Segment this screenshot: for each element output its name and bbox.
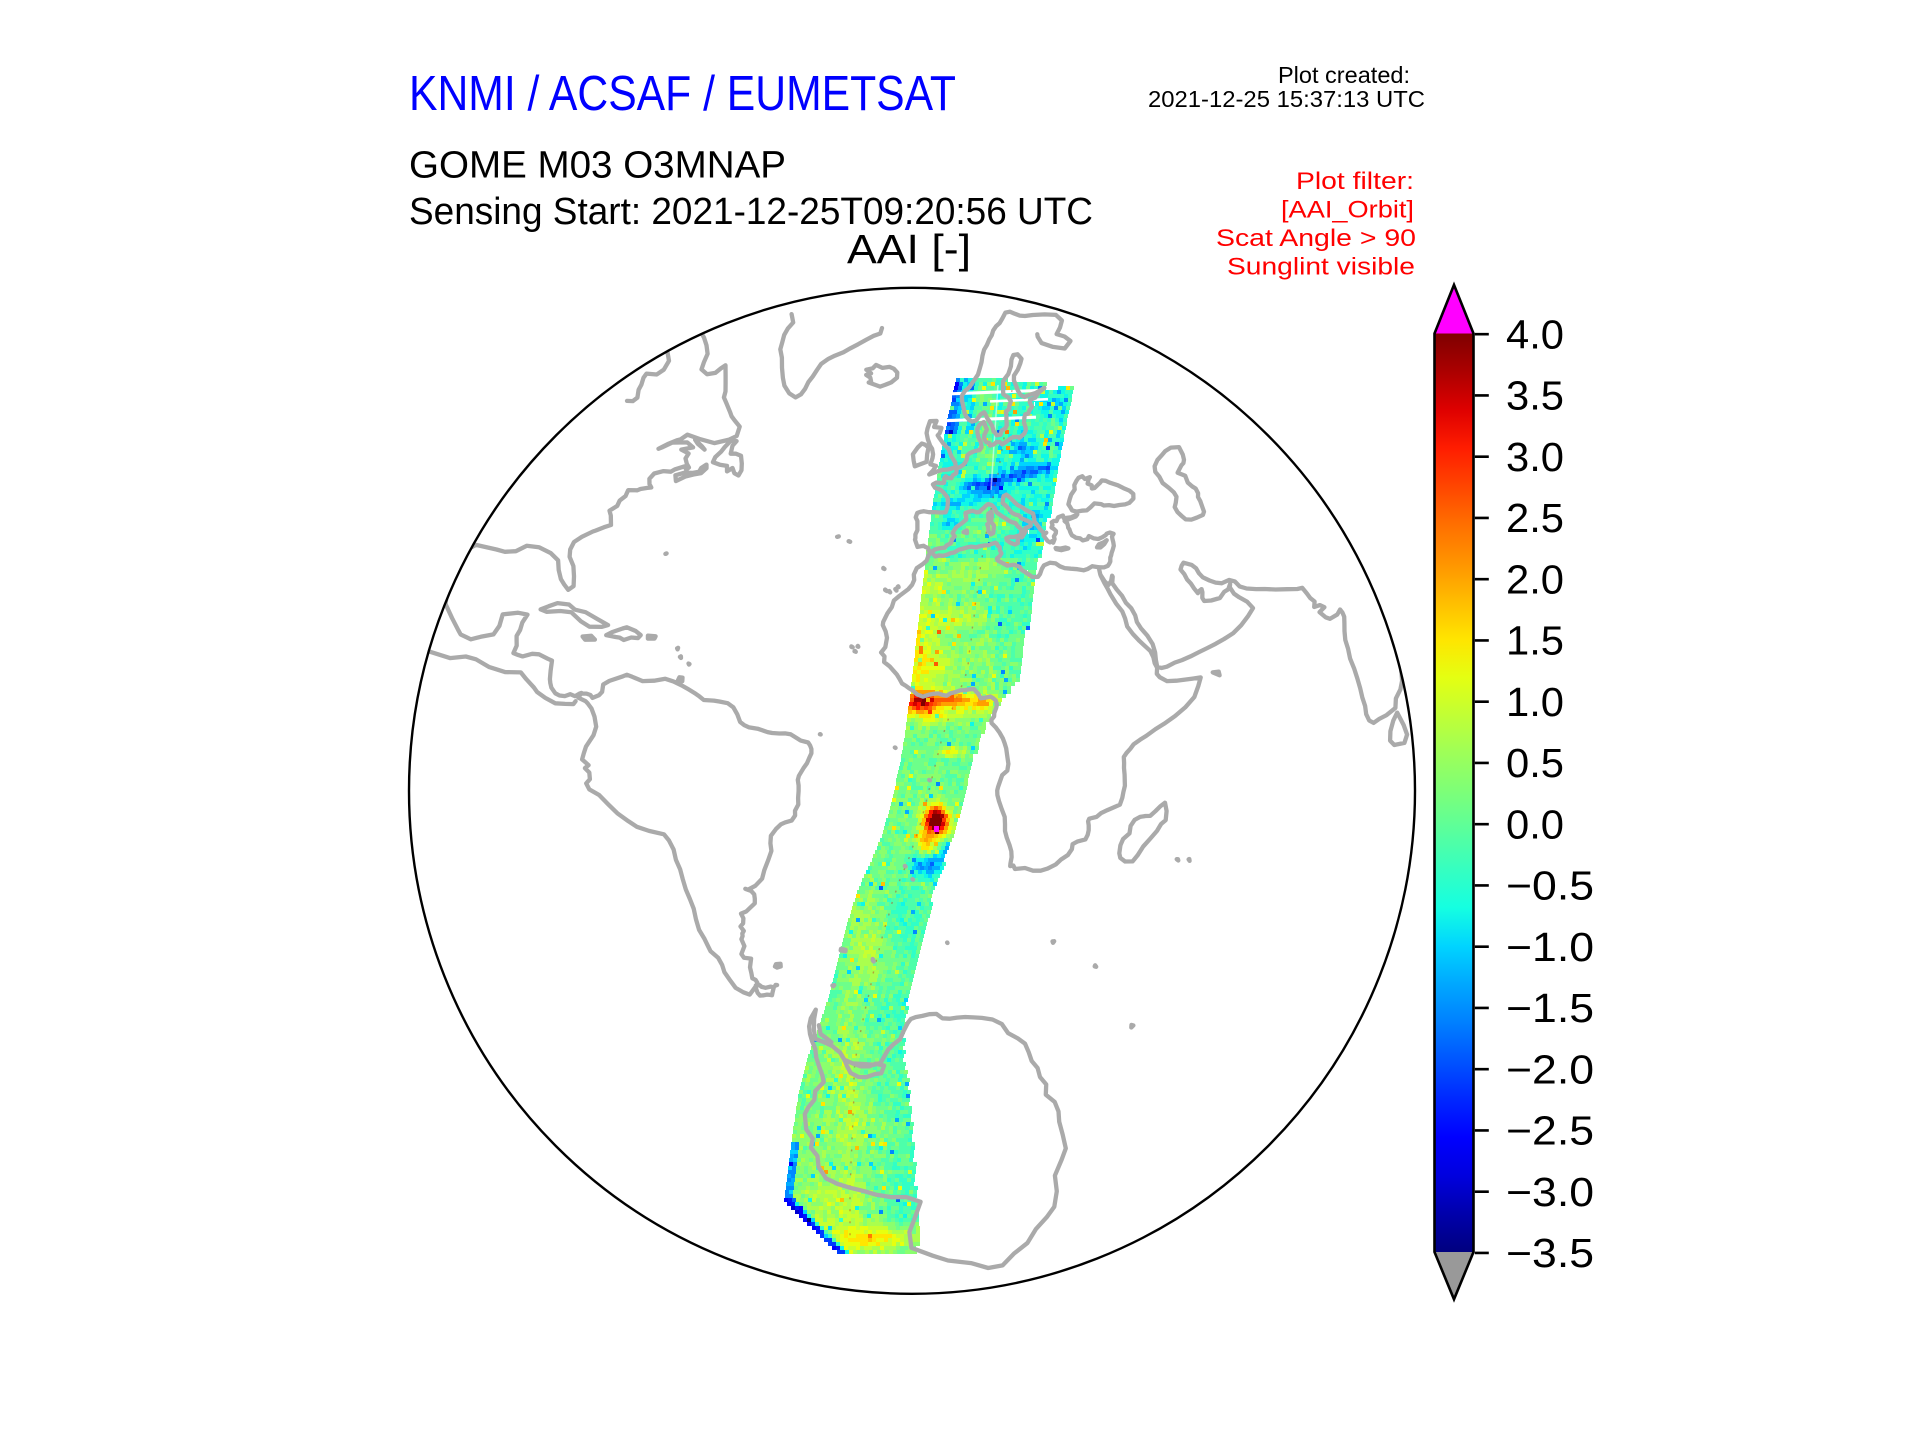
- svg-text:−3.0: −3.0: [1506, 1169, 1594, 1215]
- svg-text:0.5: 0.5: [1506, 740, 1564, 786]
- svg-text:−0.5: −0.5: [1506, 863, 1594, 909]
- svg-text:AAI [-]: AAI [-]: [847, 226, 971, 272]
- svg-text:1.5: 1.5: [1506, 618, 1564, 664]
- svg-text:Plot created:: Plot created:: [1278, 62, 1410, 88]
- svg-text:−1.5: −1.5: [1506, 985, 1594, 1031]
- svg-text:−3.5: −3.5: [1506, 1230, 1594, 1276]
- svg-text:0.0: 0.0: [1506, 801, 1564, 847]
- svg-text:2021-12-25 15:37:13 UTC: 2021-12-25 15:37:13 UTC: [1148, 86, 1425, 112]
- svg-text:−1.0: −1.0: [1506, 924, 1594, 970]
- svg-text:2.0: 2.0: [1506, 556, 1564, 602]
- svg-text:Scat Angle > 90: Scat Angle > 90: [1216, 225, 1416, 252]
- svg-text:Sunglint visible: Sunglint visible: [1227, 254, 1415, 281]
- svg-text:Plot filter:: Plot filter:: [1296, 168, 1414, 195]
- svg-text:Sensing Start: 2021-12-25T09:2: Sensing Start: 2021-12-25T09:20:56 UTC: [409, 191, 1093, 233]
- svg-text:GOME M03 O3MNAP: GOME M03 O3MNAP: [409, 145, 786, 187]
- svg-text:4.0: 4.0: [1506, 311, 1564, 357]
- svg-text:3.0: 3.0: [1506, 434, 1564, 480]
- svg-text:[AAI_Orbit]: [AAI_Orbit]: [1281, 197, 1414, 224]
- svg-text:−2.5: −2.5: [1506, 1108, 1594, 1154]
- svg-text:−2.0: −2.0: [1506, 1046, 1594, 1092]
- svg-text:3.5: 3.5: [1506, 373, 1564, 419]
- svg-text:KNMI / ACSAF / EUMETSAT: KNMI / ACSAF / EUMETSAT: [409, 66, 956, 121]
- svg-text:2.5: 2.5: [1506, 495, 1564, 541]
- svg-text:1.0: 1.0: [1506, 679, 1564, 725]
